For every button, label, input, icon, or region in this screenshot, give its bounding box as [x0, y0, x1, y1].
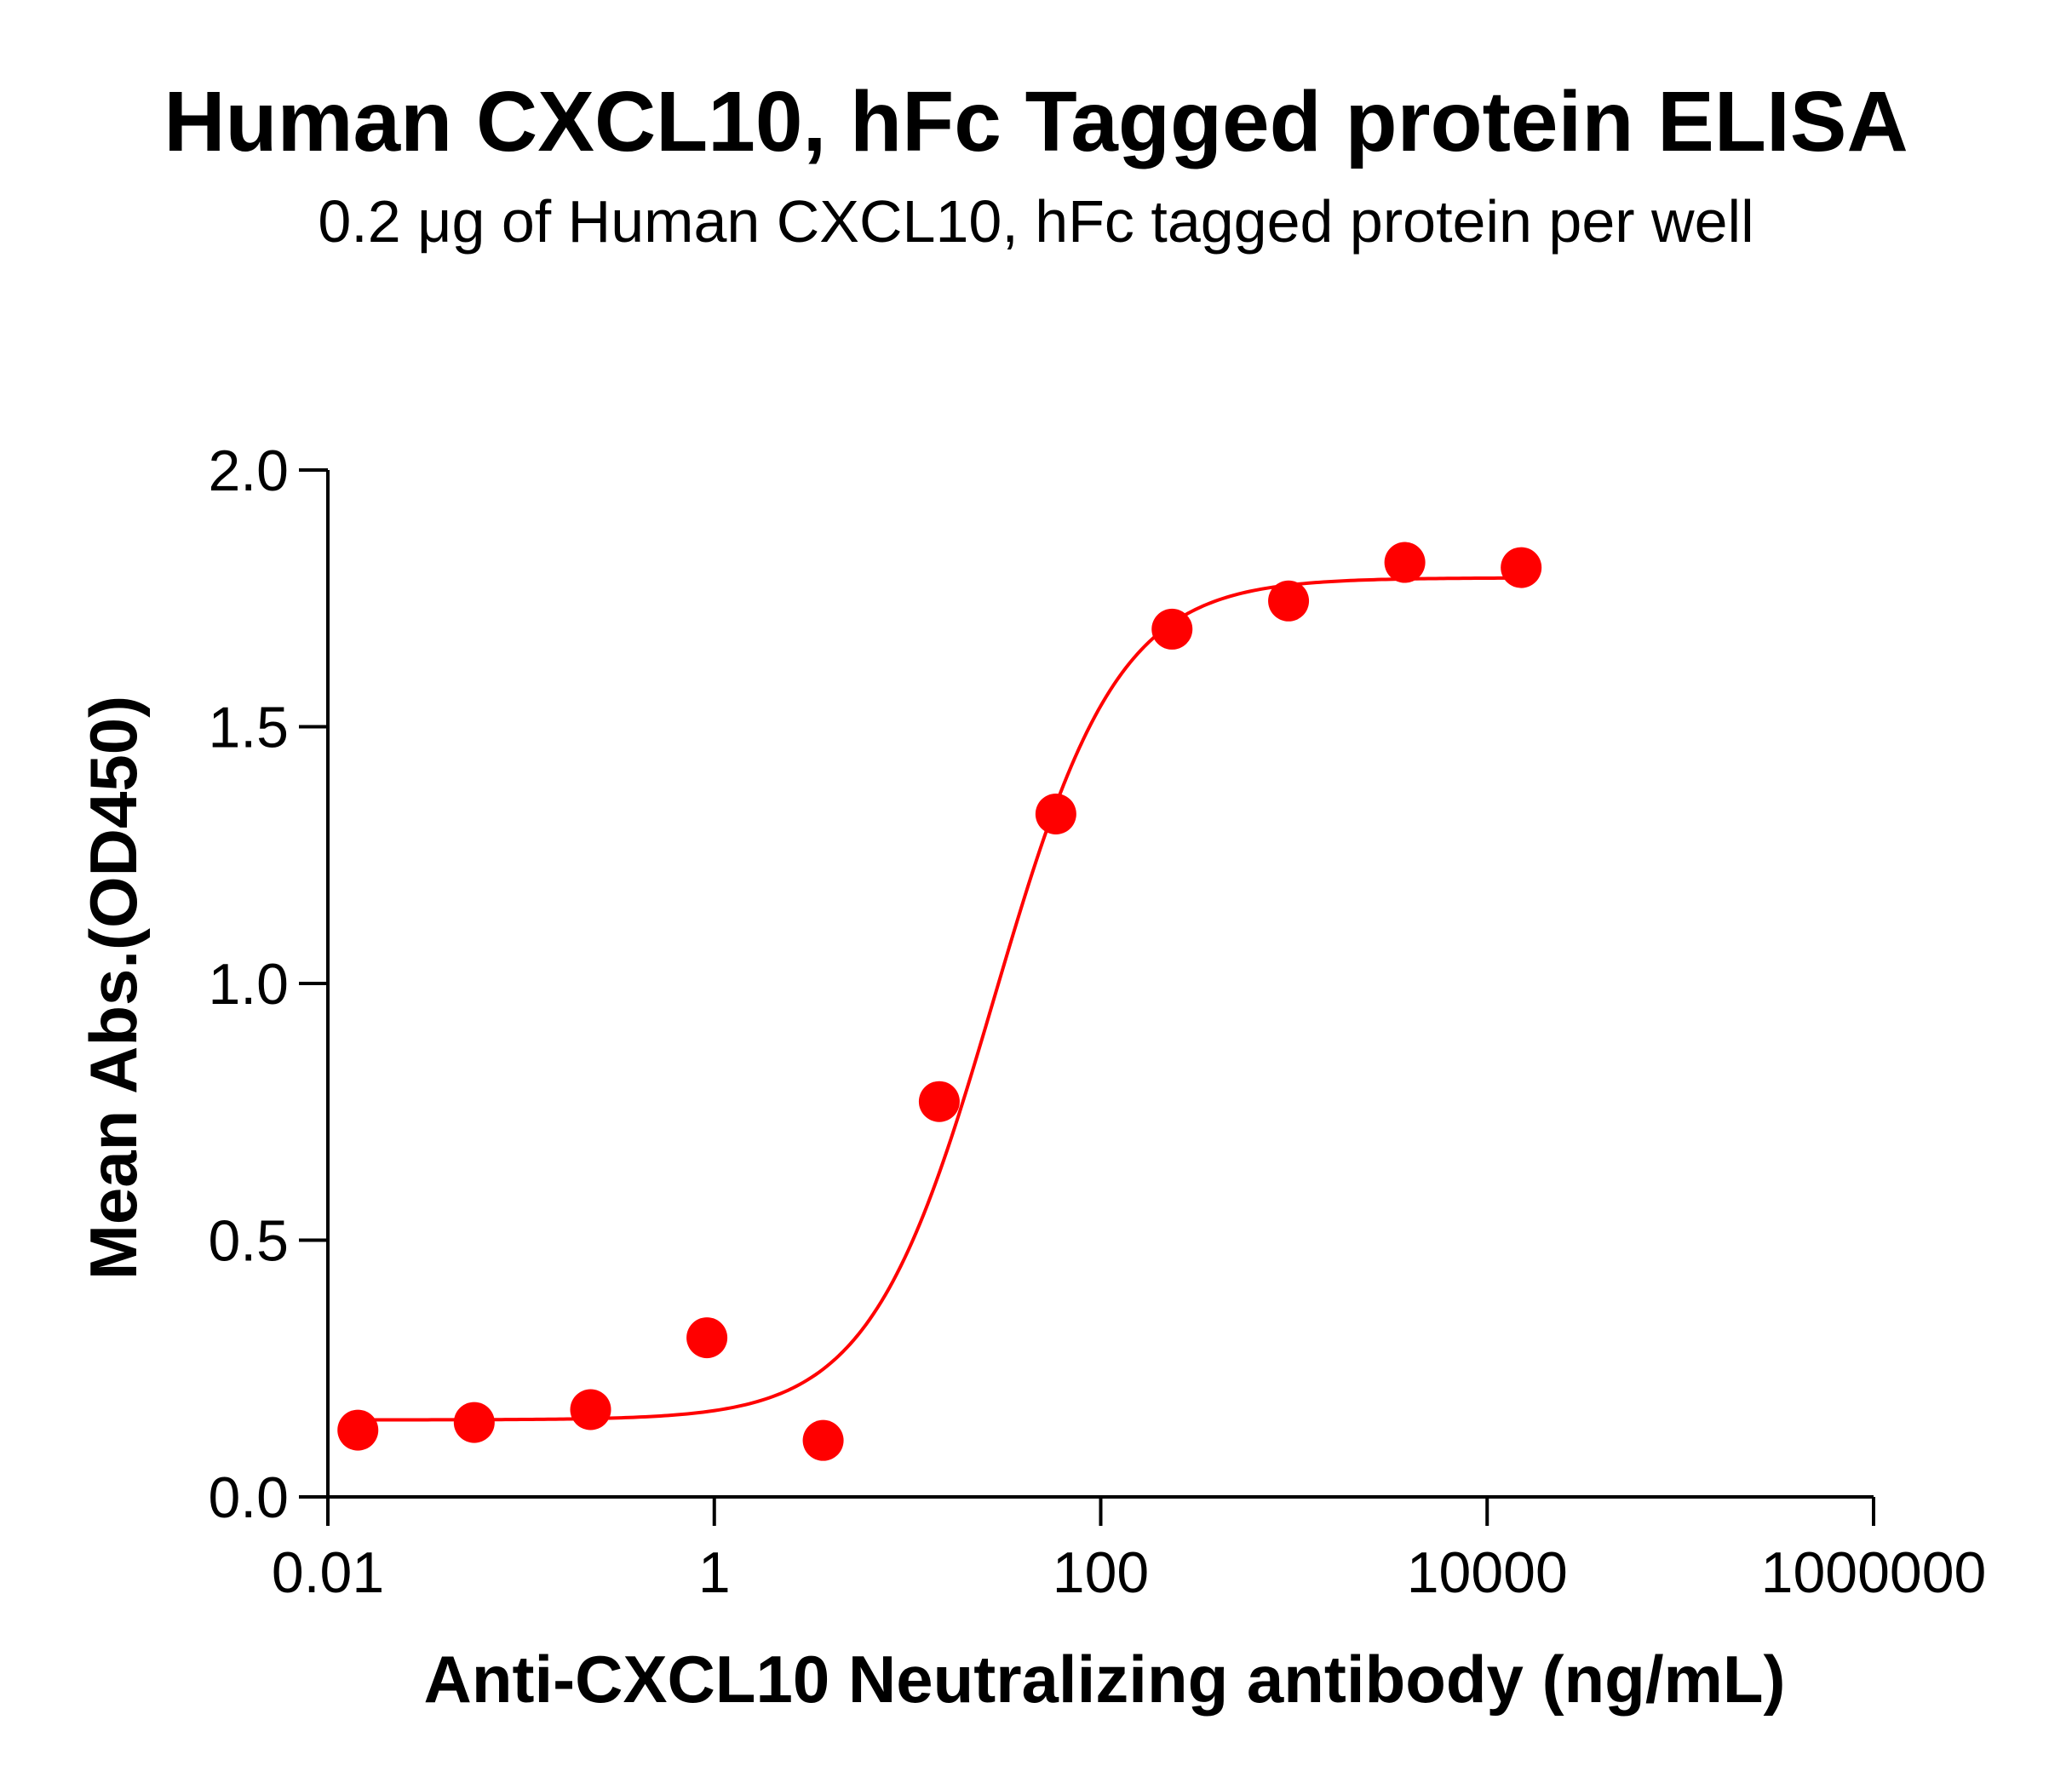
data-point	[337, 1409, 379, 1451]
x-tick-label: 1	[698, 1540, 731, 1605]
data-point	[918, 1081, 960, 1122]
chart-title: Human CXCL10, hFc Tagged protein ELISA	[164, 74, 1908, 169]
x-tick-label: 0.01	[272, 1540, 384, 1605]
y-axis-title: Mean Abs.(OD450)	[76, 696, 151, 1280]
x-tick-label: 10000	[1407, 1540, 1568, 1605]
y-tick-label: 1.5	[208, 696, 289, 760]
data-point	[686, 1317, 728, 1359]
data-point	[453, 1402, 495, 1443]
y-tick-label: 0.5	[208, 1209, 289, 1274]
y-tick-label: 0.0	[208, 1465, 289, 1530]
x-tick-label: 100	[1053, 1540, 1149, 1605]
y-tick-label: 1.0	[208, 952, 289, 1017]
data-point	[802, 1419, 844, 1461]
y-tick-label: 2.0	[208, 439, 289, 503]
chart-subtitle: 0.2 μg of Human CXCL10, hFc tagged prote…	[318, 188, 1754, 255]
axes: 0.0 0.5 1.0 1.5 2.0 0.01 1 100 10000 1000000	[208, 439, 1986, 1605]
x-axis-title: Anti-CXCL10 Neutralizing antibody (ng/mL…	[424, 1642, 1786, 1717]
data-point	[1384, 542, 1426, 583]
data-point	[1151, 608, 1193, 650]
data-point	[1035, 794, 1076, 835]
data-point	[1268, 580, 1310, 622]
x-tick-label: 1000000	[1761, 1540, 1987, 1605]
fit-curve-group	[358, 576, 1522, 1422]
fit-curve	[358, 576, 1522, 1422]
data-point	[1501, 547, 1542, 588]
data-point	[570, 1389, 611, 1430]
data-points	[337, 542, 1542, 1461]
